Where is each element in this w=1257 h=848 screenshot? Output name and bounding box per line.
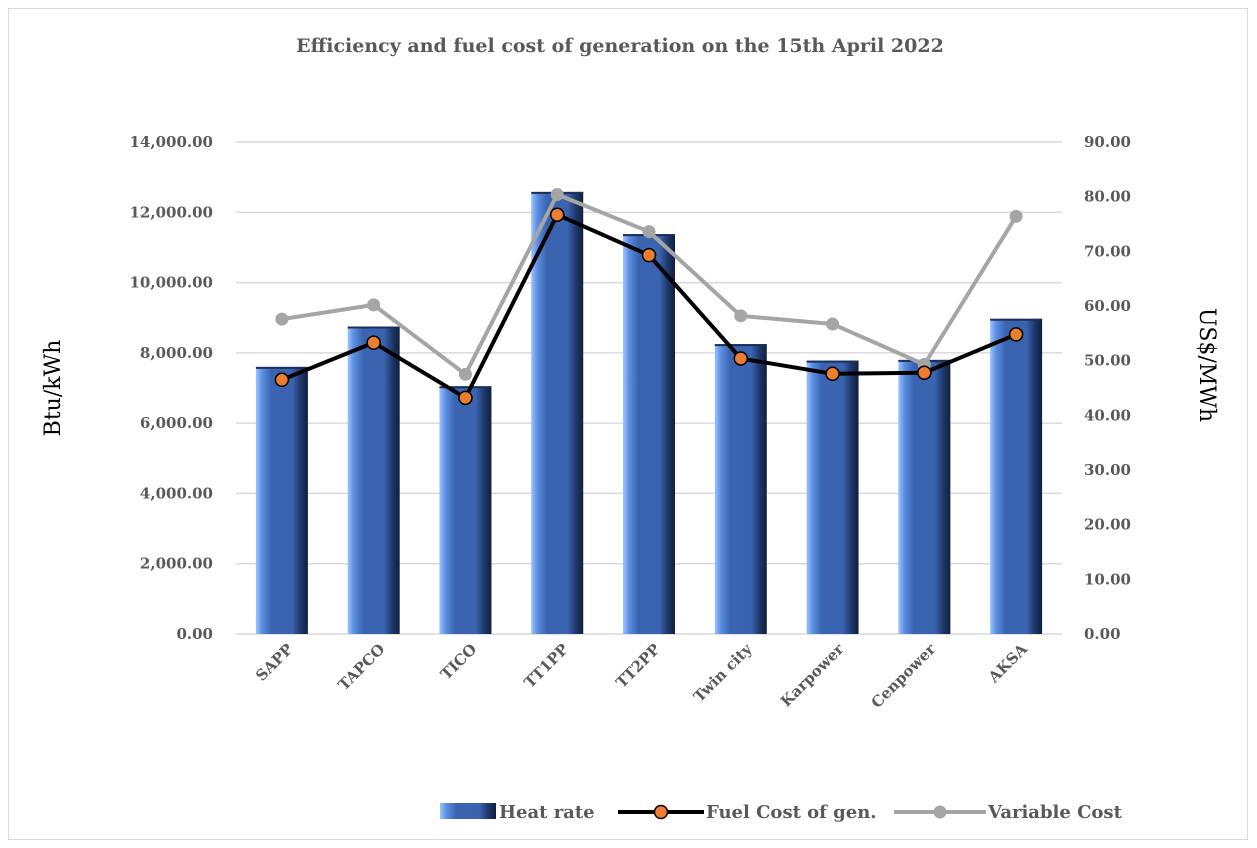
right-axis-ticks: 0.00 10.00 20.00 30.00 40.00 50.00 60.00 70.00 8… (1084, 133, 1131, 643)
legend-label-heat-rate: Heat rate (499, 802, 595, 823)
bar-heat-rate (898, 359, 951, 634)
variable-cost-point (458, 367, 472, 381)
cost-lines (274, 187, 1024, 406)
bar-heat-rate (439, 386, 492, 634)
bar-heat-rate (623, 234, 675, 634)
category-label: TT1PP (521, 640, 572, 691)
right-tick-label: 20.00 (1084, 516, 1131, 534)
legend-label-fuel-cost: Fuel Cost of gen. (706, 802, 877, 823)
fuel-cost-point (825, 366, 840, 382)
bar-heat-rate (347, 326, 400, 634)
right-tick-label: 50.00 (1084, 352, 1131, 370)
variable-cost-point (642, 225, 656, 239)
legend: Heat rate Fuel Cost of gen. Variable Cos… (440, 802, 1123, 823)
category-labels: SAPP TAPCO TICO TT1PP TT2PP Twin city Karpower… (252, 639, 1031, 711)
right-tick-label: 80.00 (1084, 188, 1131, 206)
bar-heat-rate (806, 360, 859, 634)
y-right-axis-title: US$/MWh (1194, 308, 1219, 422)
bar-heat-rate (531, 191, 584, 634)
bar-heat-rate (714, 344, 767, 634)
fuel-cost-point (458, 390, 473, 406)
bar-heat-rate (255, 366, 308, 634)
variable-cost-point (275, 312, 289, 326)
left-tick-label: 0.00 (176, 625, 213, 643)
category-label: TICO (437, 640, 480, 683)
right-tick-label: 30.00 (1084, 461, 1131, 479)
left-tick-label: 2,000.00 (140, 555, 213, 573)
left-tick-label: 6,000.00 (140, 414, 213, 432)
right-tick-label: 90.00 (1084, 133, 1131, 151)
category-label: AKSA (984, 640, 1031, 687)
fuel-cost-point (274, 372, 290, 388)
left-axis-ticks: 0.00 2,000.00 4,000.00 6,000.00 8,000.00 10,0… (129, 133, 213, 643)
chart-title: Efficiency and fuel cost of generation o… (296, 35, 944, 57)
left-tick-label: 4,000.00 (140, 484, 213, 502)
category-label: TT2PP (612, 640, 663, 691)
right-tick-label: 70.00 (1084, 242, 1131, 260)
right-tick-label: 10.00 (1084, 570, 1131, 588)
fuel-cost-point (733, 351, 749, 366)
variable-cost-point (734, 309, 748, 323)
fuel-cost-point (549, 207, 565, 222)
variable-cost-point (1009, 209, 1023, 223)
left-tick-label: 14,000.00 (129, 133, 213, 151)
variable-cost-point (367, 298, 381, 312)
bar-heat-rate (990, 318, 1043, 634)
right-tick-label: 60.00 (1084, 297, 1131, 315)
category-label: TAPCO (335, 640, 389, 694)
y-left-axis-title: Btu/kWh (41, 340, 66, 437)
fuel-cost-point (641, 247, 657, 263)
fuel-cost-point (917, 365, 932, 380)
right-tick-label: 0.00 (1084, 625, 1121, 643)
category-label: Twin city (690, 639, 756, 705)
left-tick-label: 12,000.00 (129, 203, 213, 221)
fuel-cost-point (366, 335, 381, 350)
legend-marker-fuel-cost (653, 804, 669, 820)
category-label: SAPP (252, 640, 297, 685)
variable-cost-point (550, 187, 564, 201)
category-label: Karpower (777, 639, 848, 710)
legend-marker-variable-cost (933, 805, 947, 819)
legend-label-variable-cost: Variable Cost (987, 802, 1123, 823)
heat-rate-bars (255, 191, 1043, 634)
category-label: Cenpower (868, 639, 940, 711)
legend-swatch-heat-rate (440, 803, 496, 819)
left-tick-label: 10,000.00 (129, 274, 213, 292)
right-tick-label: 40.00 (1084, 406, 1131, 424)
variable-cost-point (826, 317, 840, 331)
fuel-cost-point (1008, 327, 1024, 342)
left-tick-label: 8,000.00 (140, 344, 213, 362)
